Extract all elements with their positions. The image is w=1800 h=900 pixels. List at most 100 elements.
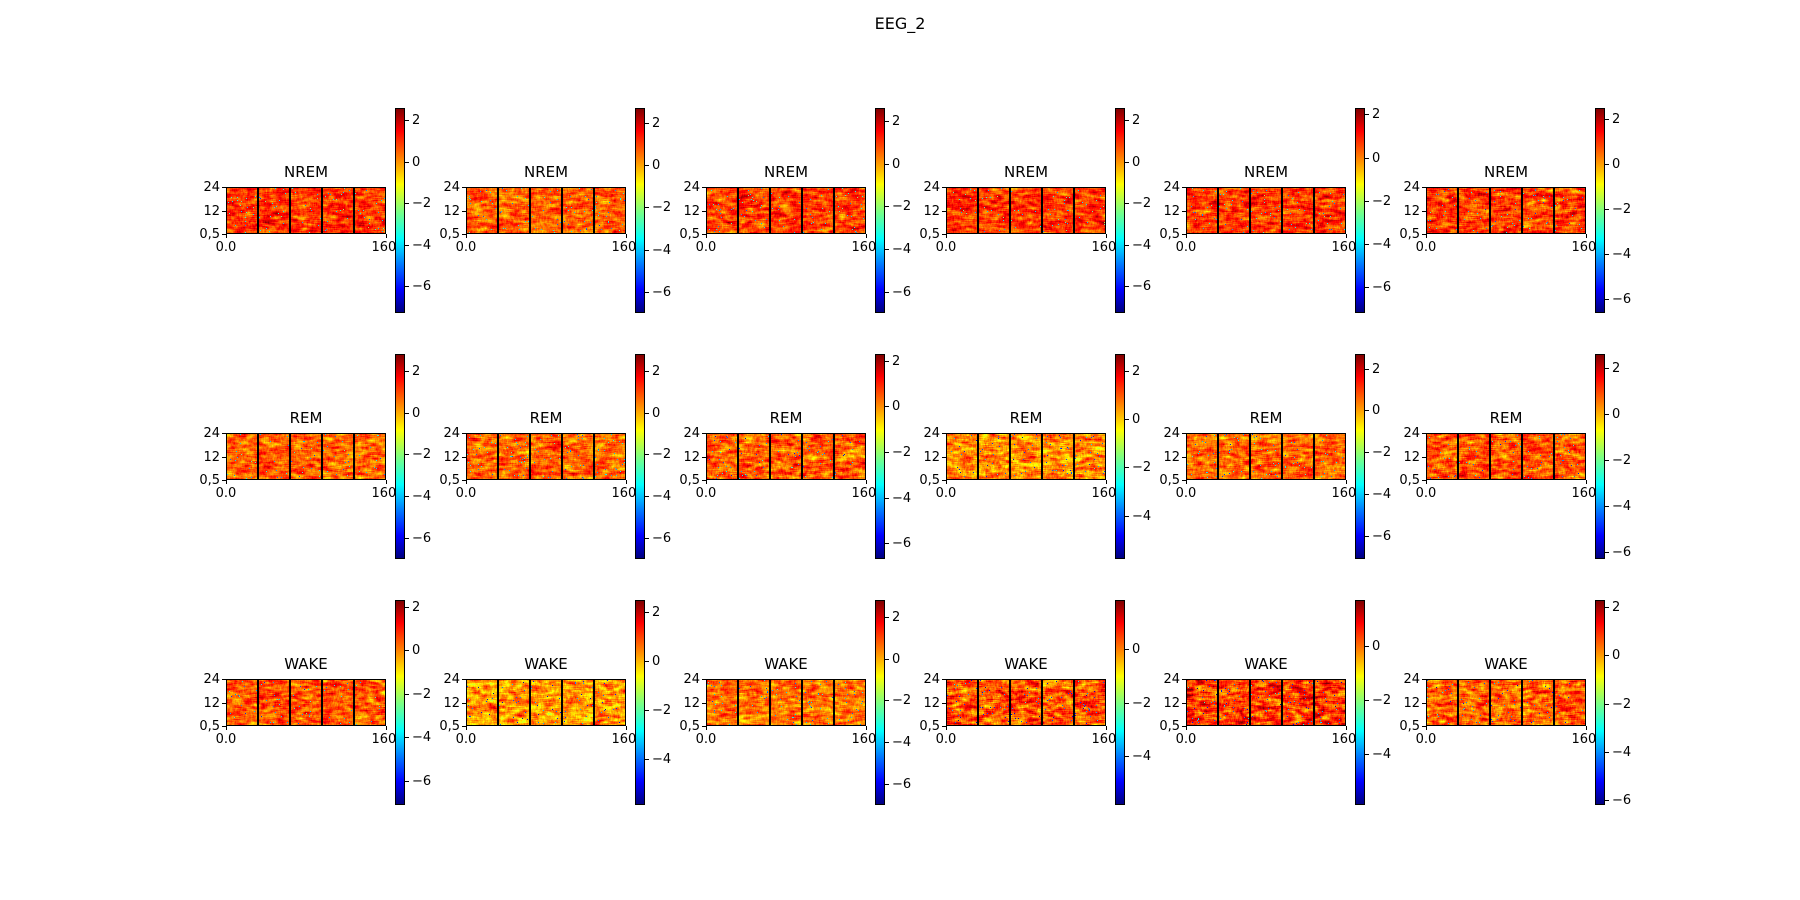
colorbar-tick (1605, 413, 1609, 415)
y-tick (222, 210, 226, 212)
colorbar-tick (405, 496, 409, 498)
colorbar-tick (1605, 607, 1609, 609)
colorbar-tick-label: −4 (412, 489, 432, 505)
segment-separator (737, 433, 739, 480)
segment-separator (593, 433, 595, 480)
y-tick-label: 0,5 (919, 227, 940, 242)
colorbar (1355, 354, 1365, 559)
y-tick (1422, 726, 1426, 727)
colorbar-tick-label: 0 (412, 154, 421, 170)
colorbar-tick-label: −2 (892, 693, 912, 709)
colorbar-tick-label: −4 (412, 237, 432, 253)
colorbar-tick (1365, 157, 1369, 159)
y-tick-label: 0,5 (199, 473, 220, 488)
y-tick-label: 12 (443, 449, 460, 465)
x-tick-label: 160. (851, 486, 881, 501)
segment-separator (353, 187, 355, 234)
segment-separator (1249, 679, 1251, 726)
spectrogram-heatmap (466, 433, 626, 480)
segment-separator (1217, 187, 1219, 234)
y-tick-label: 12 (1403, 449, 1420, 465)
x-tick (1586, 480, 1587, 484)
y-tick-label: 12 (1163, 449, 1180, 465)
x-tick-label: 160. (851, 240, 881, 255)
x-tick (1426, 726, 1427, 730)
spectrogram-heatmap (946, 679, 1106, 726)
segment-separator (1521, 187, 1523, 234)
segment-separator (1313, 679, 1315, 726)
colorbar-tick-label: 2 (412, 113, 421, 129)
x-tick-label: 0.0 (215, 732, 237, 747)
y-tick (702, 679, 706, 680)
colorbar-tick (1365, 452, 1369, 454)
colorbar (1355, 600, 1365, 805)
y-tick-label: 12 (683, 449, 700, 465)
colorbar-tick (1125, 161, 1129, 163)
x-tick (1106, 726, 1107, 730)
segment-separator (529, 433, 531, 480)
y-tick (462, 480, 466, 481)
x-tick (226, 480, 227, 484)
axes-frame (466, 187, 626, 234)
x-tick-label: 160. (851, 732, 881, 747)
y-tick-label: 0,5 (199, 227, 220, 242)
y-tick-label: 24 (683, 672, 700, 687)
colorbar-tick (1365, 243, 1369, 245)
y-tick (1182, 210, 1186, 212)
y-tick-label: 0,5 (679, 719, 700, 734)
colorbar-tick-label: 2 (412, 363, 421, 379)
x-tick-label: 0.0 (455, 486, 477, 501)
panel-title: REM (1009, 409, 1043, 427)
colorbar-tick (1605, 655, 1609, 657)
colorbar-tick (885, 248, 889, 250)
y-tick-label: 24 (203, 672, 220, 687)
x-tick-label: 160. (371, 732, 401, 747)
y-tick-label: 12 (443, 203, 460, 219)
y-tick-label: 12 (1403, 695, 1420, 711)
spectrogram-heatmap (1186, 433, 1346, 480)
segment-separator (833, 679, 835, 726)
y-tick-label: 0,5 (679, 227, 700, 242)
colorbar-tick (1605, 552, 1609, 554)
axes-frame (1426, 187, 1586, 234)
y-tick (1422, 187, 1426, 188)
colorbar-tick-label: −2 (1132, 460, 1152, 476)
segment-separator (561, 679, 563, 726)
x-tick (1186, 726, 1187, 730)
y-tick (222, 234, 226, 235)
segment-separator (289, 187, 291, 234)
segment-separator (737, 187, 739, 234)
x-tick (706, 480, 707, 484)
panel-title: WAKE (1244, 655, 1288, 673)
y-tick-label: 12 (683, 695, 700, 711)
colorbar-tick-label: −4 (892, 490, 912, 506)
x-tick-label: 0.0 (455, 732, 477, 747)
x-tick (1106, 480, 1107, 484)
segment-separator (1313, 433, 1315, 480)
y-tick (462, 726, 466, 727)
x-tick (626, 480, 627, 484)
axes-frame (946, 187, 1106, 234)
panel-title: WAKE (1004, 655, 1048, 673)
segment-separator (529, 187, 531, 234)
colorbar-tick (1365, 200, 1369, 202)
y-tick-label: 12 (1403, 203, 1420, 219)
colorbar-tick-label: −4 (1132, 237, 1152, 253)
y-tick (462, 234, 466, 235)
segment-separator (353, 679, 355, 726)
colorbar (1115, 108, 1125, 313)
segment-separator (1249, 433, 1251, 480)
segment-separator (257, 187, 259, 234)
axes-frame (706, 433, 866, 480)
colorbar-tick (1125, 648, 1129, 650)
segment-separator (1009, 433, 1011, 480)
colorbar-tick-label: −6 (1372, 280, 1392, 296)
colorbar-tick (645, 612, 649, 614)
colorbar-tick (885, 742, 889, 744)
colorbar-tick-label: 0 (1612, 157, 1621, 173)
y-tick-label: 24 (1163, 426, 1180, 441)
colorbar-tick-label: −2 (1612, 696, 1632, 712)
x-tick-label: 0.0 (695, 732, 717, 747)
x-tick-label: 160. (1091, 240, 1121, 255)
panel-title: WAKE (284, 655, 328, 673)
